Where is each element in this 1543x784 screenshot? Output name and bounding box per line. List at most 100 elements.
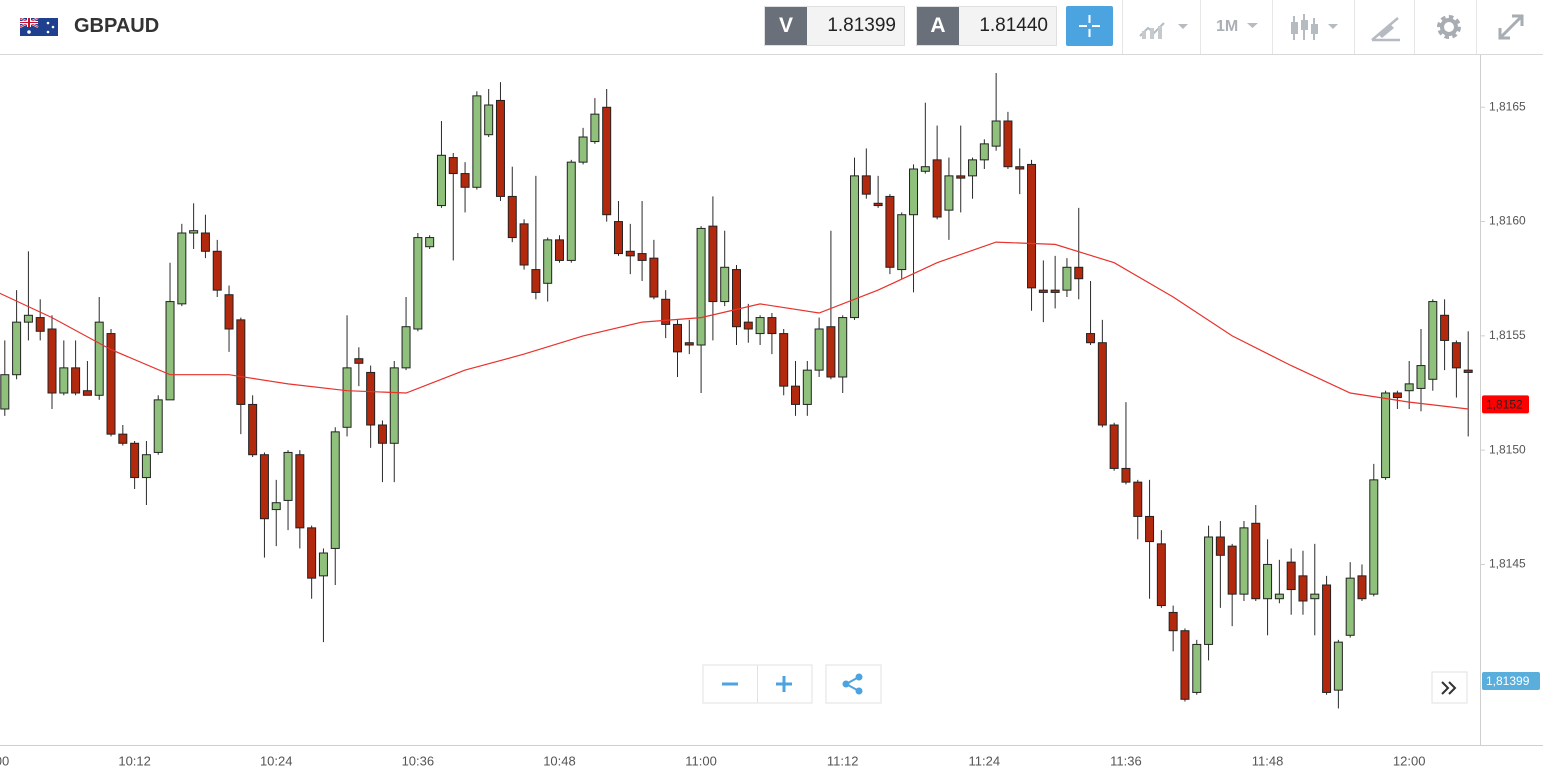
candle-body <box>118 433 128 444</box>
candle-body <box>283 451 293 501</box>
candle-body <box>554 239 564 261</box>
candle-body <box>932 159 942 218</box>
drawing-button[interactable] <box>1370 14 1402 42</box>
separator <box>1354 0 1355 54</box>
symbol: GBPAUD <box>74 15 160 37</box>
candle-body <box>826 326 836 378</box>
separator <box>1122 0 1123 54</box>
candle-body <box>248 403 258 456</box>
zoom-in-button[interactable] <box>776 676 792 692</box>
candle-body <box>425 237 435 248</box>
candle-body <box>342 367 352 428</box>
x-tick-label: 10:48 <box>543 753 576 768</box>
last-price-box <box>1482 395 1529 414</box>
separator <box>1200 0 1201 54</box>
x-tick-label: 10:12 <box>118 753 151 768</box>
candle-body <box>307 527 317 579</box>
candle-body <box>1440 314 1450 341</box>
zoom-control <box>702 664 1468 704</box>
candle-body <box>1274 593 1284 600</box>
candle-body <box>1215 536 1225 556</box>
candle-body <box>177 232 187 305</box>
fullscreen-button[interactable] <box>1496 12 1526 42</box>
candle-body <box>495 99 505 197</box>
candle-body <box>94 321 104 396</box>
y-tick-label: 1,8145 <box>1489 557 1526 571</box>
candle-body <box>130 442 140 479</box>
candle-body <box>755 317 765 335</box>
candle-body <box>1286 561 1296 591</box>
candle-body <box>897 214 907 271</box>
candle-type-button[interactable] <box>1288 12 1342 44</box>
candle-body <box>1062 266 1072 291</box>
candle-body <box>1239 527 1249 595</box>
ask-button[interactable]: A 1.81440 <box>916 6 1057 46</box>
candle-body <box>1322 584 1332 693</box>
candle-body <box>507 195 517 239</box>
candle-body <box>472 95 482 188</box>
timeframe-button[interactable]: 1M <box>1216 18 1239 35</box>
candle-body <box>779 333 789 387</box>
candle-body <box>1038 289 1048 293</box>
candle-body <box>23 314 33 323</box>
candle-body <box>732 269 741 328</box>
candle-body <box>672 323 682 353</box>
candle-body <box>224 294 234 330</box>
share-button[interactable] <box>842 673 863 695</box>
candle-body <box>743 321 753 330</box>
separator <box>1476 0 1477 54</box>
candle-body <box>1251 522 1261 600</box>
chart-type-button[interactable] <box>1138 14 1192 42</box>
candle-body <box>1192 643 1202 693</box>
candle-body <box>377 424 387 444</box>
last-price-label: 1,8152 <box>1486 398 1523 412</box>
y-tick-label: 1,8155 <box>1489 328 1526 342</box>
candle-body <box>1168 611 1178 632</box>
scroll-right-button[interactable] <box>1431 671 1468 704</box>
candle-body <box>802 369 812 405</box>
candle-body <box>236 319 246 405</box>
price-labels: 1,8152 1,81399 <box>1482 395 1540 690</box>
candle-body <box>1145 515 1155 543</box>
candle-body <box>366 371 376 426</box>
candle-body <box>1109 424 1119 469</box>
bid-price-box <box>1482 672 1540 690</box>
toolbar: GBPAUD V 1.81399 A 1.81440 1M <box>0 0 1543 55</box>
candle-body <box>850 175 860 319</box>
candle-body <box>602 106 612 216</box>
candle-body <box>200 232 210 252</box>
x-tick-label: 10:24 <box>260 753 293 768</box>
candle-body <box>909 168 919 216</box>
candle-body <box>12 321 22 376</box>
x-tick-label: 10:00 <box>0 753 9 768</box>
bid-button[interactable]: V 1.81399 <box>764 6 905 46</box>
scroll-right-icon <box>1441 681 1457 695</box>
candle-body <box>1416 365 1426 389</box>
y-axis: 1,8145 1,8150 1,8155 1,8160 1,8165 <box>1480 99 1526 571</box>
candle-body <box>295 454 305 529</box>
share-box <box>825 664 882 704</box>
candle-body <box>189 230 199 234</box>
candle-body <box>141 454 151 479</box>
y-tick-label: 1,8160 <box>1489 214 1526 228</box>
dropdown-arrow <box>1247 23 1258 28</box>
candle-body <box>566 161 576 261</box>
candle-body <box>861 175 871 195</box>
candle-body <box>460 173 470 188</box>
candle-body <box>720 266 730 303</box>
candle-body <box>1333 641 1343 691</box>
bid-price-label: 1,81399 <box>1486 674 1530 688</box>
candle-body <box>873 202 883 207</box>
candle-body <box>1097 342 1107 426</box>
candle-body <box>590 113 600 143</box>
candle-body <box>1310 593 1320 600</box>
candle-body <box>153 399 163 453</box>
crosshair-button[interactable] <box>1066 6 1113 46</box>
settings-button[interactable] <box>1434 12 1464 42</box>
candle-body <box>1428 301 1438 380</box>
candle-body <box>1133 481 1143 517</box>
candle-body <box>1263 563 1273 600</box>
candle-body <box>1227 545 1237 595</box>
candle-body <box>625 250 635 257</box>
bid-letter: V <box>765 7 807 45</box>
